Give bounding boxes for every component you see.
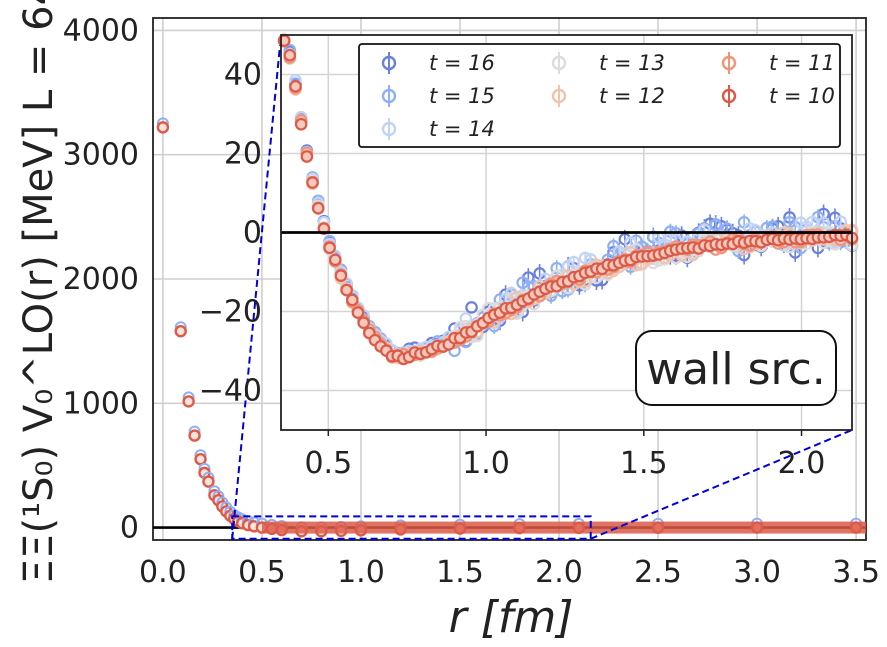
main-data-points — [156, 117, 866, 538]
inset-point-t10 — [345, 293, 359, 307]
legend-label: t = 15 — [429, 84, 495, 108]
legend-marker — [551, 55, 567, 71]
legend-marker — [381, 88, 397, 104]
main-point-t10 — [156, 121, 170, 134]
inset-point-t10 — [340, 283, 353, 297]
inset-point-t10 — [289, 80, 302, 93]
x-axis-label: r [fm] — [449, 592, 574, 643]
main-xtick-label: 3.0 — [733, 555, 781, 590]
inset-ytick-label: −20 — [199, 295, 262, 330]
main-point-t10 — [188, 429, 201, 442]
legend-marker — [721, 55, 737, 71]
inset-xtick-label: 1.5 — [620, 446, 668, 481]
main-points-band — [261, 521, 866, 534]
main-ytick-label: 0 — [120, 511, 139, 546]
inset-point-t14 — [459, 312, 473, 325]
inset-legend: t = 16 t = 13 t = 11 t = 15 t = 12 t = 10 t = … — [358, 43, 841, 148]
inset-point-t10 — [283, 48, 297, 62]
legend-marker — [381, 55, 397, 71]
main-xtick-label: 2.0 — [535, 555, 583, 590]
inset-ytick-label: 20 — [224, 137, 262, 172]
y-axis-label: ΞΞ(¹S₀) V₀^LO(r) [MeV] L = 64 — [16, 0, 62, 584]
legend-label: t = 11 — [769, 51, 835, 75]
inset-point-t10 — [311, 201, 325, 215]
inset-ytick-label: 40 — [224, 58, 262, 93]
inset-xtick-label: 2.0 — [778, 446, 826, 481]
inset-annotation: wall src. — [635, 330, 837, 406]
inset-point-t10 — [323, 241, 336, 255]
legend-marker — [721, 88, 737, 104]
main-xtick-label: 3.5 — [832, 555, 880, 590]
inset-point-t14 — [817, 216, 830, 230]
inset-point-t14 — [834, 215, 847, 228]
inset-point-t10 — [328, 253, 342, 267]
inset-point-t16 — [465, 301, 478, 314]
legend-label: t = 12 — [599, 84, 665, 108]
legend-label: t = 13 — [599, 51, 665, 75]
main-tick-labels: 0.0 0.5 1.0 1.5 2.0 2.5 3.0 3.50100020003000400… — [63, 13, 880, 590]
main-xtick-label: 1.5 — [436, 555, 484, 590]
inset-point-t10 — [306, 176, 319, 189]
main-ytick-label: 1000 — [63, 386, 139, 421]
main-point-t10 — [174, 325, 187, 338]
main-point-t10 — [202, 475, 215, 488]
inset-point-t14 — [567, 255, 581, 269]
main-ytick-label: 4000 — [63, 13, 139, 48]
inset-point-t15 — [709, 218, 723, 232]
legend-label: t = 14 — [429, 117, 495, 141]
main-point-t10 — [194, 453, 207, 466]
zoom-connector-left — [231, 34, 282, 539]
legend-marker — [551, 88, 567, 104]
main-xtick-label: 0.5 — [238, 555, 286, 590]
zoom-connector-right — [590, 429, 853, 540]
zoom-connector-lines — [231, 34, 853, 540]
inset-point-t10 — [300, 150, 314, 163]
inset-ytick-label: −40 — [199, 374, 262, 409]
main-ytick-label: 2000 — [63, 262, 139, 297]
inset-data-points — [277, 33, 859, 366]
main-point-t10 — [182, 395, 195, 408]
annotation-text: wall src. — [646, 344, 826, 395]
main-xtick-label: 1.0 — [337, 555, 385, 590]
main-frame — [152, 17, 867, 541]
legend-marker — [381, 121, 397, 137]
legend-label: t = 10 — [769, 84, 835, 108]
inset-xtick-label: 1.0 — [462, 446, 510, 481]
inset-frame — [280, 34, 853, 431]
inset-ytick-label: 0 — [243, 216, 262, 251]
main-ytick-label: 3000 — [63, 138, 139, 173]
main-xtick-label: 2.5 — [634, 555, 682, 590]
annotation-box — [635, 330, 837, 406]
legend-label: t = 16 — [429, 51, 495, 75]
zoom-box — [231, 515, 592, 540]
inset-point-t10 — [334, 269, 348, 282]
inset-xtick-label: 0.5 — [304, 446, 352, 481]
legend-frame — [358, 43, 841, 148]
inset-point-t10 — [351, 306, 365, 319]
inset-point-t10 — [294, 117, 308, 131]
inset-point-t10 — [357, 316, 370, 330]
main-xtick-label: 0.0 — [139, 555, 187, 590]
